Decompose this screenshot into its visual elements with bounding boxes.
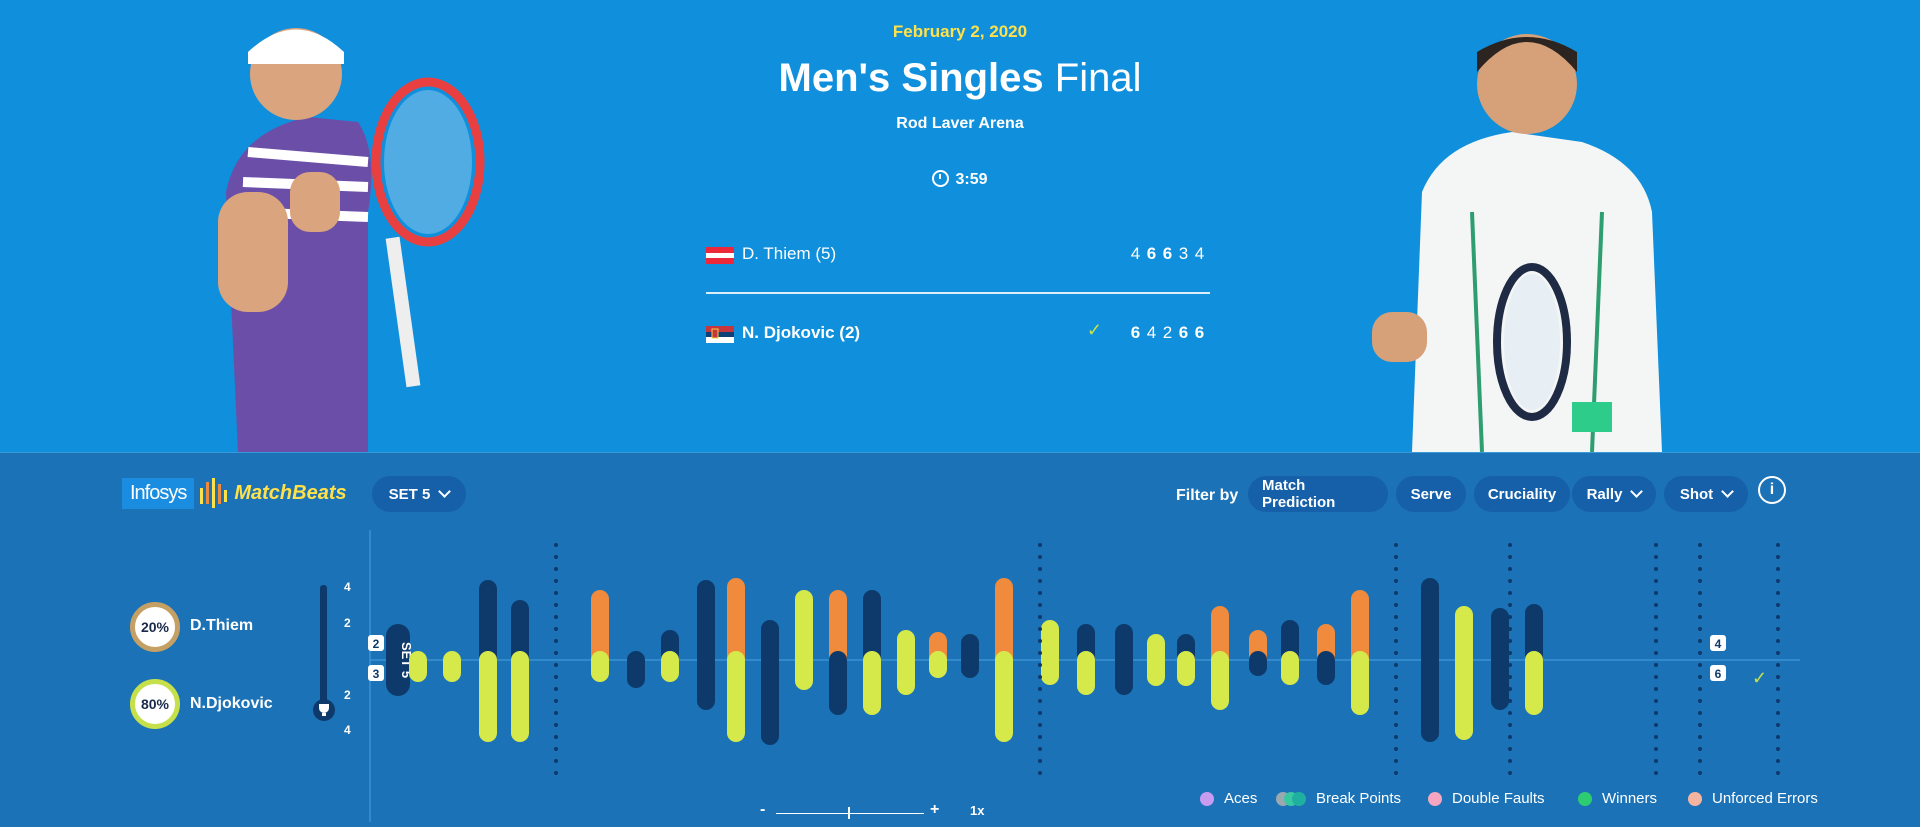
double-fault-icon xyxy=(1428,791,1442,806)
matchbeats-bars-icon xyxy=(200,478,228,508)
legend-label: Aces xyxy=(1224,790,1258,807)
filter-shot[interactable]: Shot xyxy=(1664,476,1748,512)
legend-aces: Aces xyxy=(1200,790,1257,807)
chevron-down-icon xyxy=(1721,485,1735,498)
zoom-level: 1x xyxy=(970,803,985,818)
zoom-handle[interactable] xyxy=(848,807,850,819)
player-name: D. Thiem (5) xyxy=(742,244,837,263)
zoom-track xyxy=(776,813,924,814)
break-point-icon xyxy=(1292,791,1306,806)
legend-label: Break Points xyxy=(1316,790,1402,807)
score-divider xyxy=(706,292,1210,294)
clock-icon xyxy=(932,170,950,187)
legend-label: Unforced Errors xyxy=(1712,790,1818,807)
filter-cruciality[interactable]: Cruciality xyxy=(1474,476,1570,512)
winner-check-icon: ✓ xyxy=(1086,320,1102,340)
set-score: 3 xyxy=(1178,244,1194,263)
djokovic-short-name: N.Djokovic xyxy=(190,695,273,712)
match-duration: 3:59 xyxy=(0,170,1920,189)
filter-serve[interactable]: Serve xyxy=(1396,476,1466,512)
set-scores: 46634 xyxy=(1130,244,1210,264)
set-score: 6 xyxy=(1146,244,1162,263)
legend-winners: Winners xyxy=(1578,790,1657,807)
match-date: February 2, 2020 xyxy=(892,22,1028,41)
legend-label: Double Faults xyxy=(1452,790,1545,807)
score-row-djokovic: N. Djokovic (2) ✓ 64266 xyxy=(706,318,1210,348)
thiem-win-probability: 20% xyxy=(130,602,180,652)
filter-label: Shot xyxy=(1679,485,1714,503)
djokovic-photo xyxy=(1352,12,1732,452)
chevron-down-icon xyxy=(438,485,452,498)
set-score: 4 xyxy=(1130,244,1146,263)
zoom-out-button[interactable]: - xyxy=(760,801,766,818)
set-score: 6 xyxy=(1194,323,1210,342)
thiem-short-name: D.Thiem xyxy=(190,617,254,634)
zoom-slider[interactable]: - + xyxy=(760,801,940,821)
match-title: Men's Singles Final xyxy=(0,56,1920,101)
title-bold: Men's Singles xyxy=(778,56,1044,100)
set-score: 2 xyxy=(1162,323,1178,342)
filter-label: Serve xyxy=(1410,485,1452,503)
ace-icon xyxy=(1200,791,1214,806)
unforced-error-icon xyxy=(1688,791,1702,806)
set-select-label: SET 5 xyxy=(388,485,431,503)
legend-break-points: Break Points xyxy=(1276,790,1401,807)
set-select-dropdown[interactable]: SET 5 xyxy=(372,476,466,512)
winner-icon xyxy=(1578,791,1592,806)
filter-match-prediction[interactable]: Match Prediction xyxy=(1248,476,1388,512)
score-row-thiem: D. Thiem (5) 46634 xyxy=(706,239,1210,269)
set-score: 4 xyxy=(1146,323,1162,342)
filter-label: Cruciality xyxy=(1487,485,1557,503)
infosys-logo: Infosys xyxy=(122,477,195,509)
filter-by-label: Filter by xyxy=(1176,487,1239,504)
filter-label: Rally xyxy=(1586,485,1623,503)
thiem-photo xyxy=(218,12,578,452)
legend-unforced-errors: Unforced Errors xyxy=(1688,790,1818,807)
set-score: 6 xyxy=(1178,323,1194,342)
matchbeats-wordmark: MatchBeats xyxy=(234,481,347,504)
duration-value: 3:59 xyxy=(955,171,988,188)
filter-rally[interactable]: Rally xyxy=(1572,476,1656,512)
chevron-down-icon xyxy=(1630,485,1644,498)
legend-label: Winners xyxy=(1602,790,1658,807)
title-rest: Final xyxy=(1043,56,1142,100)
djokovic-win-probability: 80% xyxy=(130,679,180,729)
serbia-flag-icon xyxy=(706,326,734,343)
austria-flag-icon xyxy=(706,247,734,264)
legend-double-faults: Double Faults xyxy=(1428,790,1545,807)
set-score: 4 xyxy=(1194,244,1210,263)
player-name: N. Djokovic (2) xyxy=(742,323,861,342)
set-score: 6 xyxy=(1162,244,1178,263)
venue: Rod Laver Arena xyxy=(896,115,1024,132)
info-icon[interactable]: i xyxy=(1758,476,1786,504)
zoom-in-button[interactable]: + xyxy=(930,801,940,818)
matchbeats-logo: Infosys MatchBeats xyxy=(122,476,347,510)
set-scores: 64266 xyxy=(1130,323,1210,343)
set-score: 6 xyxy=(1130,323,1146,342)
filter-label: Match Prediction xyxy=(1262,477,1336,511)
